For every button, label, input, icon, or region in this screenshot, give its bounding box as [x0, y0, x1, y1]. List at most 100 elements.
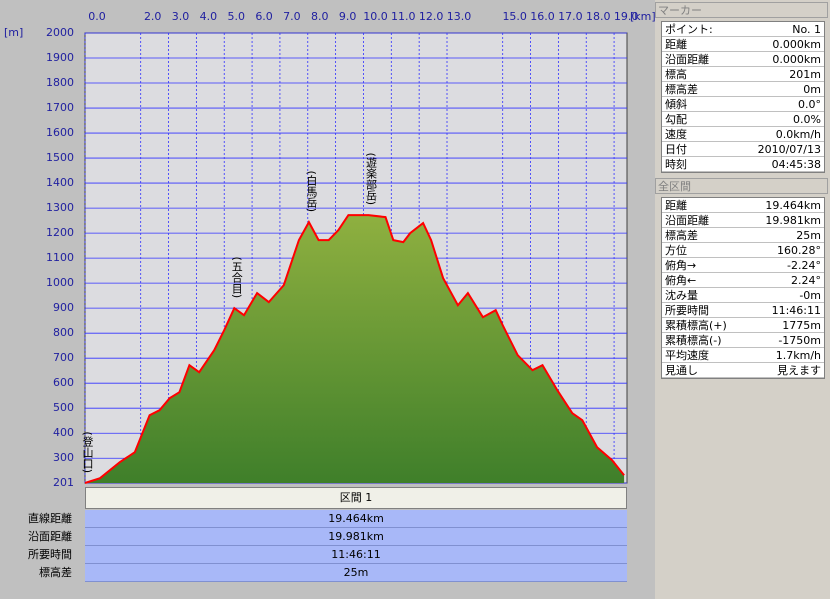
row-label: 勾配 [665, 113, 687, 126]
y-tick-label: 1900 [46, 51, 74, 64]
marker-title: マーカー [655, 2, 828, 18]
row-label: 標高差 [665, 229, 698, 242]
panel-row: 沿面距離 19.981km [662, 213, 824, 228]
annotation: (登山口) [81, 431, 94, 473]
y-tick-label: 600 [53, 376, 74, 389]
x-tick-label: 4.0 [200, 10, 218, 23]
row-label: 距離 [665, 38, 687, 51]
panel-row: 標高 201m [662, 67, 824, 82]
y-tick-label: 201 [53, 476, 74, 487]
x-tick-label: 11.0 [391, 10, 416, 23]
y-tick-label: 1300 [46, 201, 74, 214]
segment-row: 沿面距離 19.981km [0, 528, 627, 546]
row-label: 標高 [665, 68, 687, 81]
x-tick-label: 5.0 [227, 10, 245, 23]
panel-row: 標高差 25m [662, 228, 824, 243]
panel-row: 日付 2010/07/13 [662, 142, 824, 157]
panel-row: 累積標高(-) -1750m [662, 333, 824, 348]
row-value: 11:46:11 [85, 546, 627, 564]
y-tick-label: 500 [53, 401, 74, 414]
y-tick-label: 1500 [46, 151, 74, 164]
x-tick-label: 2.0 [144, 10, 162, 23]
row-value: 19.981km [85, 528, 627, 546]
panel-row: 方位 160.28° [662, 243, 824, 258]
x-tick-label: 13.0 [447, 10, 472, 23]
y-tick-label: 1600 [46, 126, 74, 139]
row-value: -2.24° [787, 259, 821, 272]
panel-row: 標高差 0m [662, 82, 824, 97]
row-label: 所要時間 [665, 304, 709, 317]
row-value: 0m [803, 83, 821, 96]
row-value: 0.000km [772, 38, 821, 51]
row-value: 2.24° [791, 274, 821, 287]
row-value: 19.464km [85, 510, 627, 528]
row-label: 所要時間 [28, 548, 72, 561]
row-label: 日付 [665, 143, 687, 156]
panel-row: 速度 0.0km/h [662, 127, 824, 142]
x-tick-label: 12.0 [419, 10, 444, 23]
x-tick-label: 10.0 [363, 10, 388, 23]
profile-chart: [m] [km] 201 300 400 500 600 700 800 900 1000 110… [4, 10, 655, 487]
annotation: (遊楽部岳) [364, 153, 377, 206]
elevation-area [85, 215, 625, 483]
total-table: 距離 19.464km 沿面距離 19.981km 標高差 25m 方位 160.28° 俯角→… [661, 197, 825, 379]
y-tick-label: 300 [53, 451, 74, 464]
x-tick-label: 15.0 [502, 10, 527, 23]
panel-row: ポイント: No. 1 [662, 22, 824, 37]
row-value: No. 1 [792, 23, 821, 36]
panel-row: 勾配 0.0% [662, 112, 824, 127]
row-value: 04:45:38 [771, 158, 821, 171]
panel-row: 距離 19.464km [662, 198, 824, 213]
row-label: 方位 [665, 244, 687, 257]
y-tick-label: 2000 [46, 26, 74, 39]
row-value: 0.0° [798, 98, 821, 111]
y-tick-label: 400 [53, 426, 74, 439]
y-unit: [m] [4, 26, 23, 39]
x-tick-label: 16.0 [530, 10, 555, 23]
panel-row: 平均速度 1.7km/h [662, 348, 824, 363]
row-label: 俯角← [665, 274, 697, 287]
annotation: (五合目) [230, 257, 243, 299]
row-label: ポイント: [665, 23, 713, 36]
row-label: 距離 [665, 199, 687, 212]
row-label: 平均速度 [665, 349, 709, 362]
y-tick-label: 1000 [46, 276, 74, 289]
row-label: 時刻 [665, 158, 687, 171]
annotation: (白馬岳) [305, 171, 318, 213]
x-tick-label: 8.0 [311, 10, 329, 23]
row-label: 傾斜 [665, 98, 687, 111]
row-value: 見えます [777, 364, 821, 377]
panel-row: 俯角→ -2.24° [662, 258, 824, 273]
y-tick-label: 900 [53, 301, 74, 314]
row-value: 19.981km [765, 214, 821, 227]
segment-row: 所要時間 11:46:11 [0, 546, 627, 564]
x-tick-label: 0.0 [88, 10, 106, 23]
row-label: 沿面距離 [665, 214, 709, 227]
row-value: 1.7km/h [775, 349, 821, 362]
y-tick-label: 1400 [46, 176, 74, 189]
row-label: 沈み量 [665, 289, 698, 302]
row-value: 25m [85, 564, 627, 582]
row-label: 直線距離 [28, 512, 72, 525]
panel-row: 沿面距離 0.000km [662, 52, 824, 67]
row-label: 俯角→ [665, 259, 697, 272]
x-tick-label: 17.0 [558, 10, 583, 23]
y-tick-label: 1700 [46, 101, 74, 114]
y-tick-label: 1200 [46, 226, 74, 239]
panel-row: 時刻 04:45:38 [662, 157, 824, 172]
row-value: 0.0km/h [775, 128, 821, 141]
row-label: 速度 [665, 128, 687, 141]
row-label: 標高差 [665, 83, 698, 96]
row-value: 0.000km [772, 53, 821, 66]
panel-row: 累積標高(+) 1775m [662, 318, 824, 333]
row-value: 11:46:11 [771, 304, 821, 317]
x-tick-label: 6.0 [255, 10, 273, 23]
x-tick-label: 7.0 [283, 10, 301, 23]
marker-table: ポイント: No. 1 距離 0.000km 沿面距離 0.000km 標高 201m 標高差 0… [661, 21, 825, 173]
row-value: 19.464km [765, 199, 821, 212]
row-value: 160.28° [777, 244, 821, 257]
panel-row: 俯角← 2.24° [662, 273, 824, 288]
row-value: 1775m [782, 319, 821, 332]
row-value: 25m [796, 229, 821, 242]
